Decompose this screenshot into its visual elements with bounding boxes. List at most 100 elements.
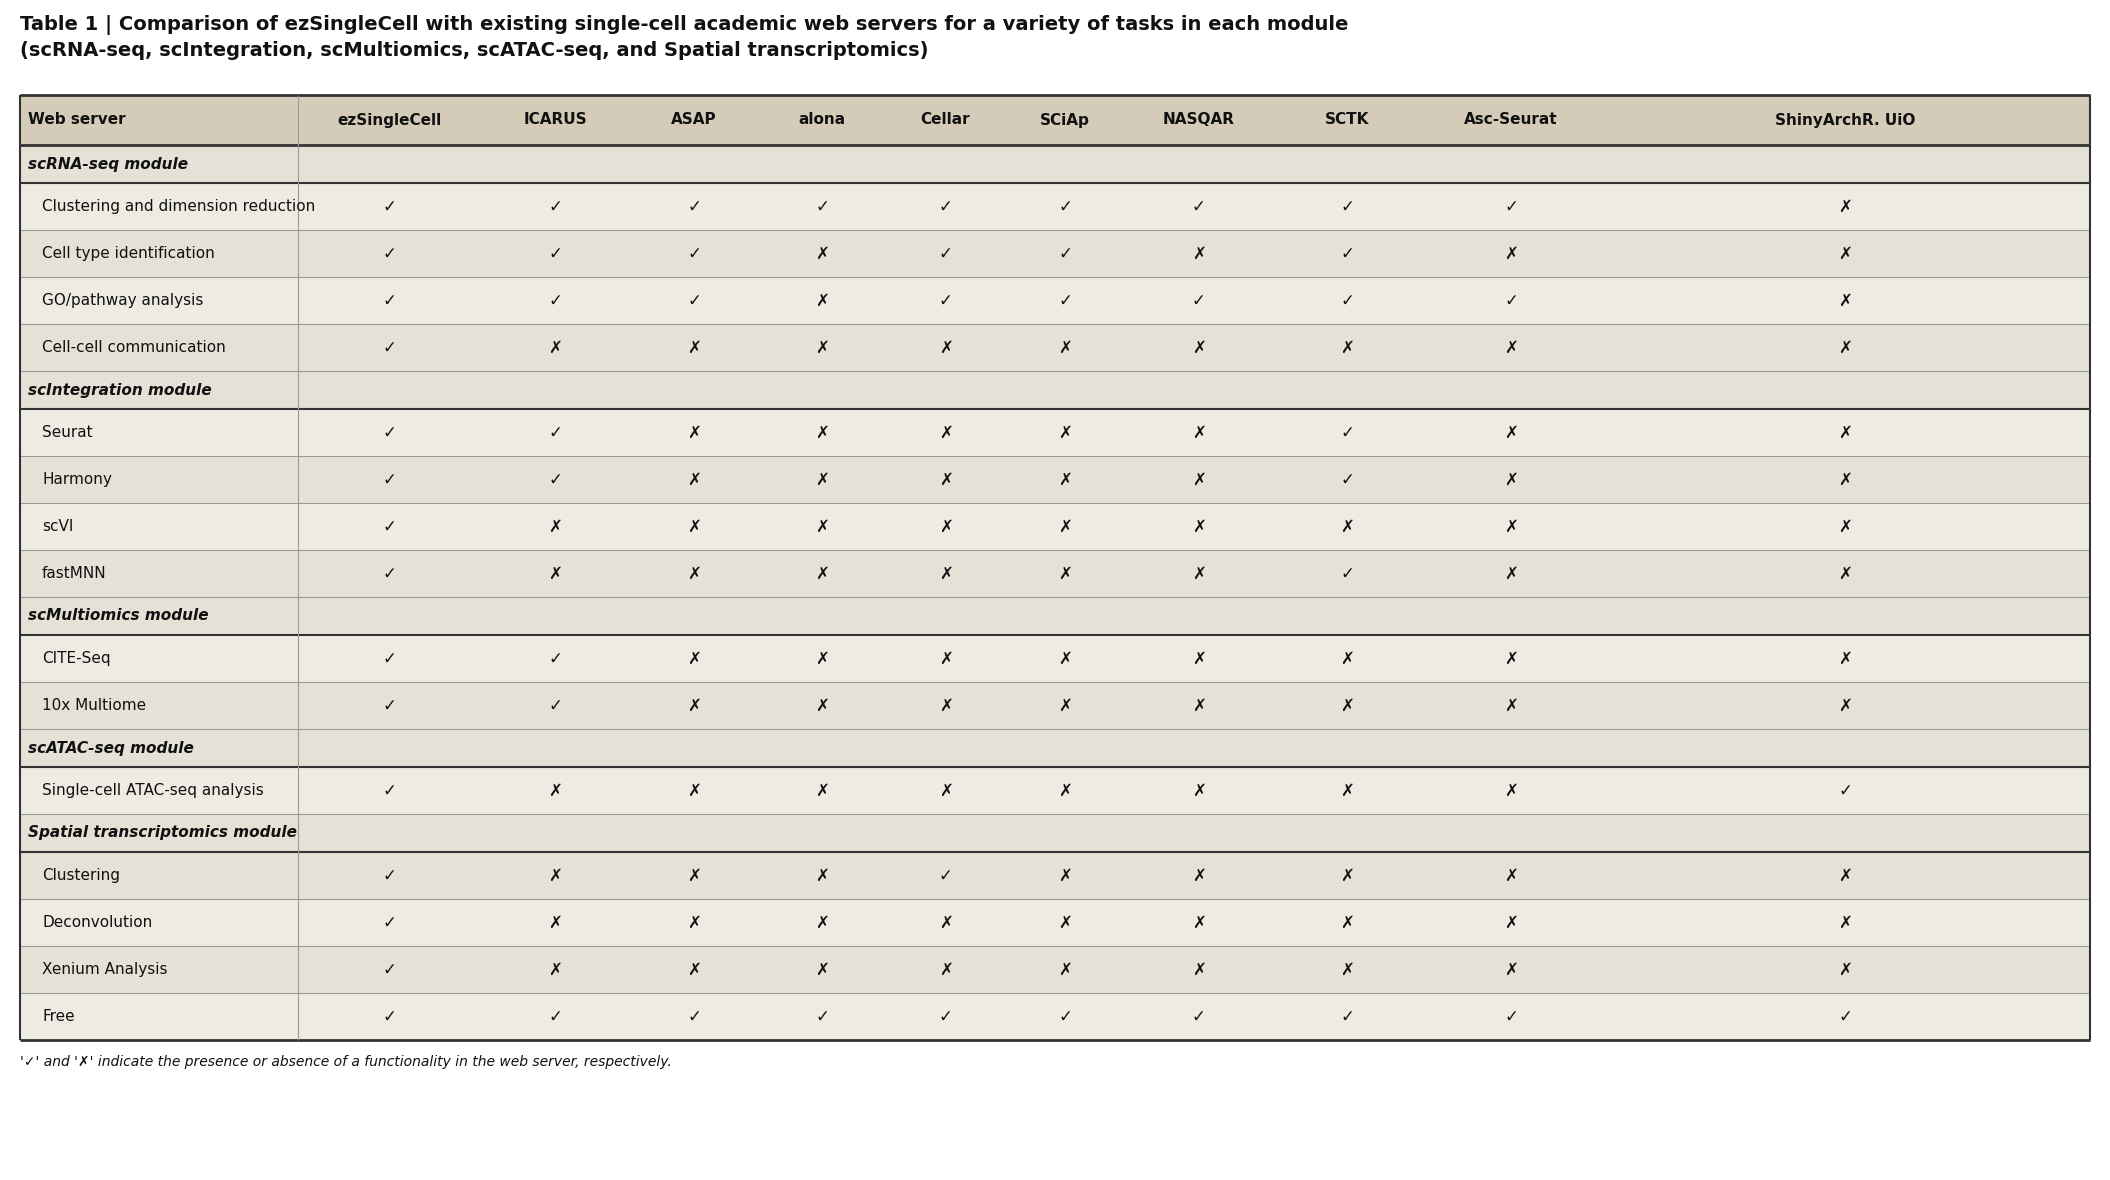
Bar — [19, 635, 2091, 682]
Text: Clustering and dimension reduction: Clustering and dimension reduction — [42, 199, 314, 214]
Text: ✓: ✓ — [382, 696, 397, 715]
Text: '✓' and '✗' indicate the presence or absence of a functionality in the web serve: '✓' and '✗' indicate the presence or abs… — [19, 1055, 671, 1069]
Text: Deconvolution: Deconvolution — [42, 914, 152, 930]
Text: ✓: ✓ — [1340, 291, 1355, 309]
Bar — [19, 729, 2091, 767]
Text: ✗: ✗ — [814, 424, 829, 441]
Text: ✗: ✗ — [1192, 649, 1205, 668]
Text: ✓: ✓ — [382, 518, 397, 536]
Text: ✓: ✓ — [1057, 1008, 1072, 1025]
Text: ✗: ✗ — [1057, 866, 1072, 885]
Text: ✓: ✓ — [549, 696, 561, 715]
Text: ✓: ✓ — [939, 291, 952, 309]
Text: ✗: ✗ — [1340, 649, 1355, 668]
Text: ✗: ✗ — [1838, 291, 1853, 309]
Text: ✗: ✗ — [939, 564, 952, 583]
Text: scVI: scVI — [42, 519, 74, 535]
Text: ✓: ✓ — [939, 197, 952, 216]
Text: ✗: ✗ — [688, 518, 701, 536]
Text: ✓: ✓ — [688, 1008, 701, 1025]
Text: ✗: ✗ — [1838, 339, 1853, 356]
Text: ✗: ✗ — [814, 649, 829, 668]
Text: ✗: ✗ — [549, 339, 561, 356]
Text: ✗: ✗ — [1504, 339, 1517, 356]
Text: ✗: ✗ — [1057, 564, 1072, 583]
Text: ✗: ✗ — [814, 291, 829, 309]
Text: ✓: ✓ — [382, 564, 397, 583]
Text: ✓: ✓ — [382, 339, 397, 356]
Text: ✗: ✗ — [1057, 339, 1072, 356]
Text: ✗: ✗ — [814, 866, 829, 885]
Text: ✗: ✗ — [1838, 197, 1853, 216]
Text: ✓: ✓ — [1340, 471, 1355, 489]
Text: ✓: ✓ — [382, 471, 397, 489]
Text: ✗: ✗ — [939, 339, 952, 356]
Text: Table 1 | Comparison of ezSingleCell with existing single-cell academic web serv: Table 1 | Comparison of ezSingleCell wit… — [19, 15, 1348, 35]
Text: ✗: ✗ — [939, 471, 952, 489]
Text: ✗: ✗ — [814, 913, 829, 931]
Text: ✓: ✓ — [1340, 1008, 1355, 1025]
Text: SCTK: SCTK — [1325, 112, 1369, 127]
Text: ✗: ✗ — [814, 339, 829, 356]
Bar — [19, 230, 2091, 277]
Text: GO/pathway analysis: GO/pathway analysis — [42, 293, 203, 308]
Text: ✗: ✗ — [1838, 244, 1853, 262]
Text: ✓: ✓ — [1504, 291, 1517, 309]
Text: ✗: ✗ — [1838, 564, 1853, 583]
Text: ✗: ✗ — [688, 339, 701, 356]
Text: ✗: ✗ — [1192, 866, 1205, 885]
Text: ezSingleCell: ezSingleCell — [338, 112, 441, 127]
Bar — [19, 503, 2091, 550]
Text: ✓: ✓ — [382, 781, 397, 800]
Text: ✗: ✗ — [688, 781, 701, 800]
Text: ✗: ✗ — [1192, 913, 1205, 931]
Text: ✓: ✓ — [688, 291, 701, 309]
Text: ✗: ✗ — [1057, 913, 1072, 931]
Text: ✗: ✗ — [1838, 961, 1853, 978]
Text: ✓: ✓ — [688, 197, 701, 216]
Text: ✗: ✗ — [1340, 339, 1355, 356]
Text: Harmony: Harmony — [42, 472, 112, 487]
Text: ✗: ✗ — [1340, 518, 1355, 536]
Text: ✗: ✗ — [814, 518, 829, 536]
Text: ✗: ✗ — [939, 424, 952, 441]
Bar — [19, 96, 2091, 145]
Text: ✗: ✗ — [1057, 696, 1072, 715]
Text: Cell type identification: Cell type identification — [42, 245, 215, 261]
Text: SCiAp: SCiAp — [1040, 112, 1091, 127]
Text: ✓: ✓ — [549, 244, 561, 262]
Text: ✗: ✗ — [814, 471, 829, 489]
Text: ✓: ✓ — [1504, 197, 1517, 216]
Text: ✓: ✓ — [1192, 197, 1205, 216]
Text: ✗: ✗ — [549, 518, 561, 536]
Text: ✓: ✓ — [1504, 1008, 1517, 1025]
Text: ✗: ✗ — [1192, 961, 1205, 978]
Bar — [19, 277, 2091, 325]
Text: scMultiomics module: scMultiomics module — [27, 609, 209, 623]
Text: ✗: ✗ — [549, 781, 561, 800]
Text: ✗: ✗ — [1340, 961, 1355, 978]
Text: ✓: ✓ — [1192, 291, 1205, 309]
Text: ✗: ✗ — [1057, 518, 1072, 536]
Text: ✓: ✓ — [688, 244, 701, 262]
Text: ✗: ✗ — [1504, 781, 1517, 800]
Bar — [19, 852, 2091, 899]
Text: ✗: ✗ — [1192, 339, 1205, 356]
Bar — [19, 324, 2091, 371]
Text: (scRNA-seq, scIntegration, scMultiomics, scATAC-seq, and Spatial transcriptomics: (scRNA-seq, scIntegration, scMultiomics,… — [19, 41, 928, 60]
Text: ✗: ✗ — [1340, 696, 1355, 715]
Text: ✓: ✓ — [1340, 564, 1355, 583]
Text: ✗: ✗ — [1504, 471, 1517, 489]
Text: ✗: ✗ — [1192, 424, 1205, 441]
Text: ✓: ✓ — [549, 424, 561, 441]
Text: ✓: ✓ — [382, 197, 397, 216]
Bar — [19, 994, 2091, 1040]
Text: ✗: ✗ — [814, 564, 829, 583]
Text: ✗: ✗ — [939, 781, 952, 800]
Text: ✗: ✗ — [1504, 913, 1517, 931]
Text: ✗: ✗ — [1340, 781, 1355, 800]
Text: ✗: ✗ — [1057, 961, 1072, 978]
Text: ✗: ✗ — [1057, 424, 1072, 441]
Text: ✓: ✓ — [939, 244, 952, 262]
Text: scRNA-seq module: scRNA-seq module — [27, 157, 188, 171]
